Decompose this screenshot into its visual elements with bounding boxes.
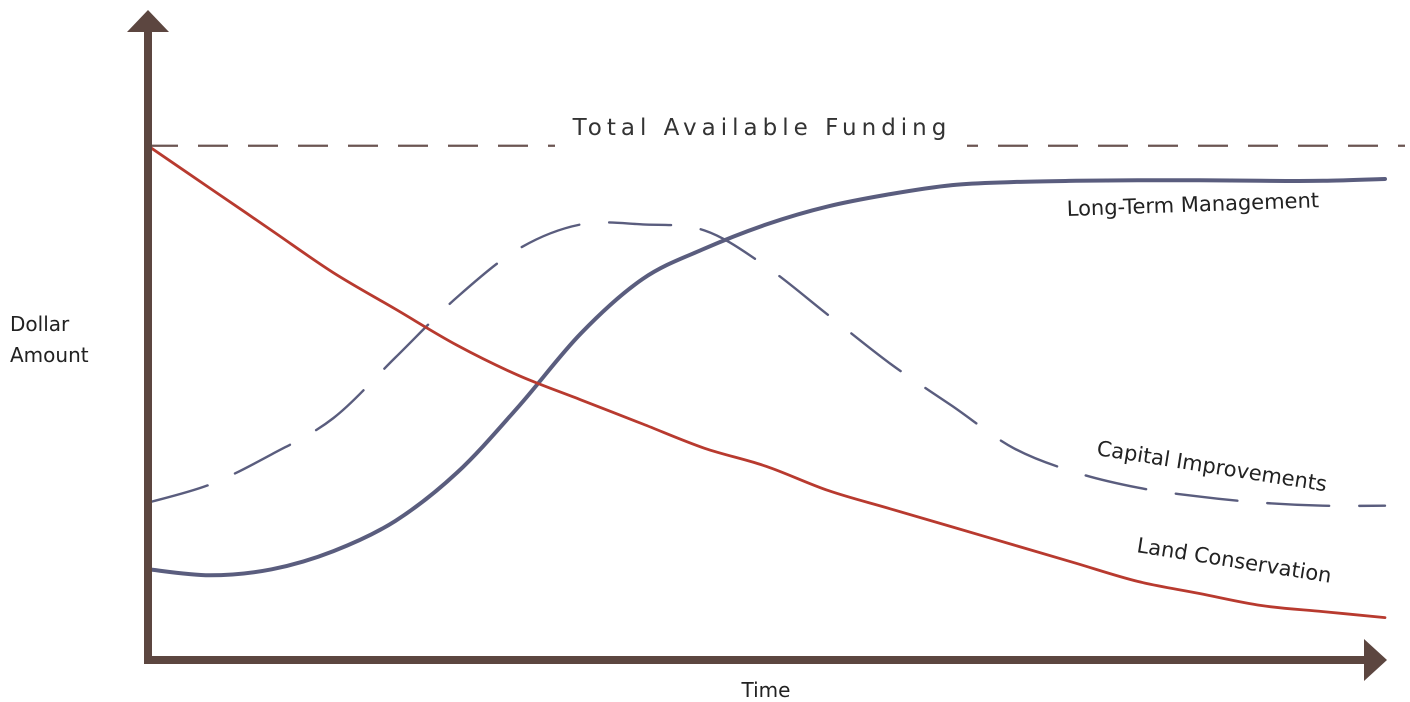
series-label-long-term-management: Long-Term Management (1066, 188, 1319, 221)
y-axis-label-line-2: Amount (10, 343, 89, 367)
series-long-term-management (146, 177, 1387, 578)
series-line-long-term-management (146, 177, 1387, 578)
series-land-conservation (146, 144, 1387, 619)
series-label-land-conservation: Land Conservation (1135, 533, 1333, 587)
y-axis-label-line-1: Dollar (10, 312, 70, 336)
series-layer (146, 144, 1387, 619)
y-axis-arrowhead (127, 10, 169, 32)
series-capital-improvements (146, 221, 1387, 508)
total-available-funding-label: Total Available Funding (572, 115, 952, 141)
x-axis-arrowhead (1364, 639, 1387, 681)
series-line-land-conservation (146, 144, 1387, 619)
total-available-funding-label-background (555, 141, 967, 150)
x-axis-label: Time (741, 678, 791, 702)
series-line-capital-improvements (146, 221, 1387, 508)
